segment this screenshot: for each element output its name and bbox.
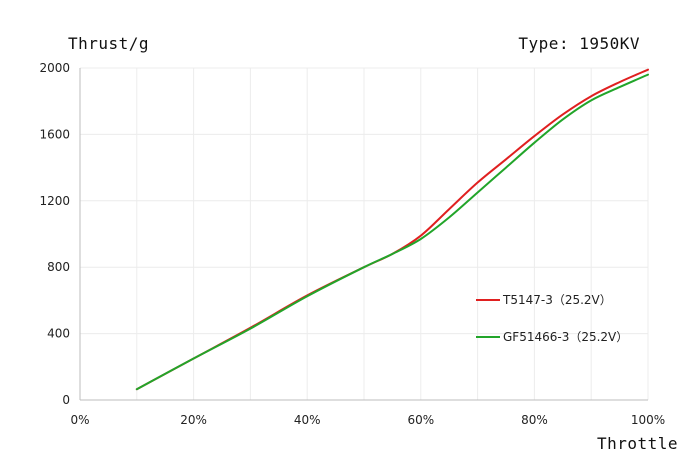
legend-label-1: T5147-3（25.2V） [502,293,612,307]
legend-label-2: GF51466-3（25.2V） [503,330,628,344]
x-tick-label: 80% [521,413,548,427]
x-tick-label: 60% [407,413,434,427]
x-tick-label: 0% [70,413,89,427]
y-tick-label: 1200 [39,194,70,208]
axes [79,68,648,401]
series-line-2 [135,73,649,391]
y-tick-label: 1600 [39,127,70,141]
tick-labels: 0 400 800 1200 1600 2000 0% 20% 40% 60% 80% 100% [39,61,665,427]
grid [79,67,649,400]
y-tick-label: 800 [47,260,70,274]
x-tick-label: 20% [180,413,207,427]
legend: T5147-3（25.2V） GF51466-3（25.2V） [476,293,628,344]
type-annotation: Type: 1950KV [518,34,640,53]
x-tick-label: 100% [631,413,665,427]
y-tick-label: 2000 [39,61,70,75]
y-axis-title: Thrust/g [68,34,150,53]
y-tick-label: 400 [47,327,70,341]
x-axis-title: Throttle [596,434,678,453]
series-lines [135,68,649,391]
y-tick-label: 0 [62,393,70,407]
x-tick-label: 40% [294,413,321,427]
